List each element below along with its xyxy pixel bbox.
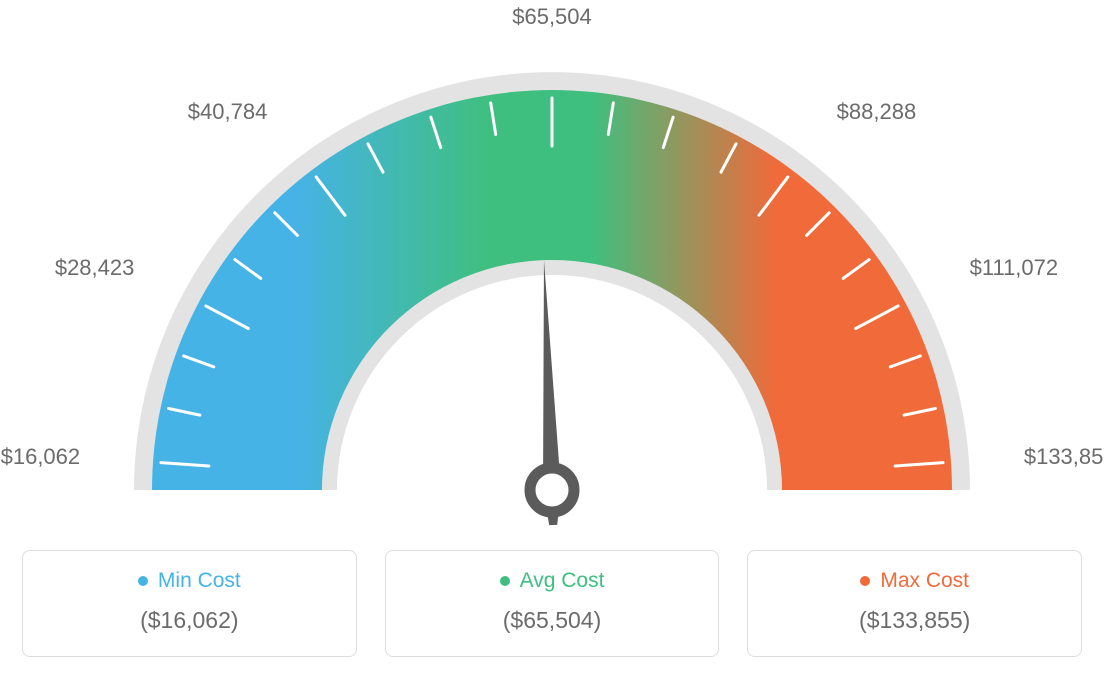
gauge-tick-label: $40,784	[188, 99, 268, 125]
gauge-chart: $16,062$28,423$40,784$65,504$88,288$111,…	[22, 20, 1082, 540]
legend-title: Max Cost	[860, 569, 969, 593]
gauge-tick-label: $133,855	[1024, 444, 1104, 470]
gauge-needle-base	[530, 468, 574, 512]
legend-card: Avg Cost ($65,504)	[385, 550, 720, 657]
legend-title-text: Avg Cost	[520, 569, 605, 593]
legend-dot-icon	[138, 576, 148, 586]
gauge-tick-label: $65,504	[512, 4, 592, 30]
gauge-svg	[22, 20, 1082, 540]
gauge-tick-label: $111,072	[970, 255, 1059, 281]
legend-row: Min Cost ($16,062) Avg Cost ($65,504) Max Co…	[22, 550, 1082, 657]
gauge-tick-label: $16,062	[1, 444, 81, 470]
legend-card: Max Cost ($133,855)	[747, 550, 1082, 657]
legend-card: Min Cost ($16,062)	[22, 550, 357, 657]
legend-dot-icon	[860, 576, 870, 586]
gauge-tick-label: $28,423	[55, 255, 135, 281]
legend-title-text: Max Cost	[880, 569, 969, 593]
legend-value: ($65,504)	[396, 607, 709, 634]
legend-title: Min Cost	[138, 569, 241, 593]
legend-dot-icon	[500, 576, 510, 586]
gauge-tick-label: $88,288	[837, 99, 917, 125]
legend-title-text: Min Cost	[158, 569, 241, 593]
legend-value: ($133,855)	[758, 607, 1071, 634]
legend-value: ($16,062)	[33, 607, 346, 634]
legend-title: Avg Cost	[500, 569, 605, 593]
